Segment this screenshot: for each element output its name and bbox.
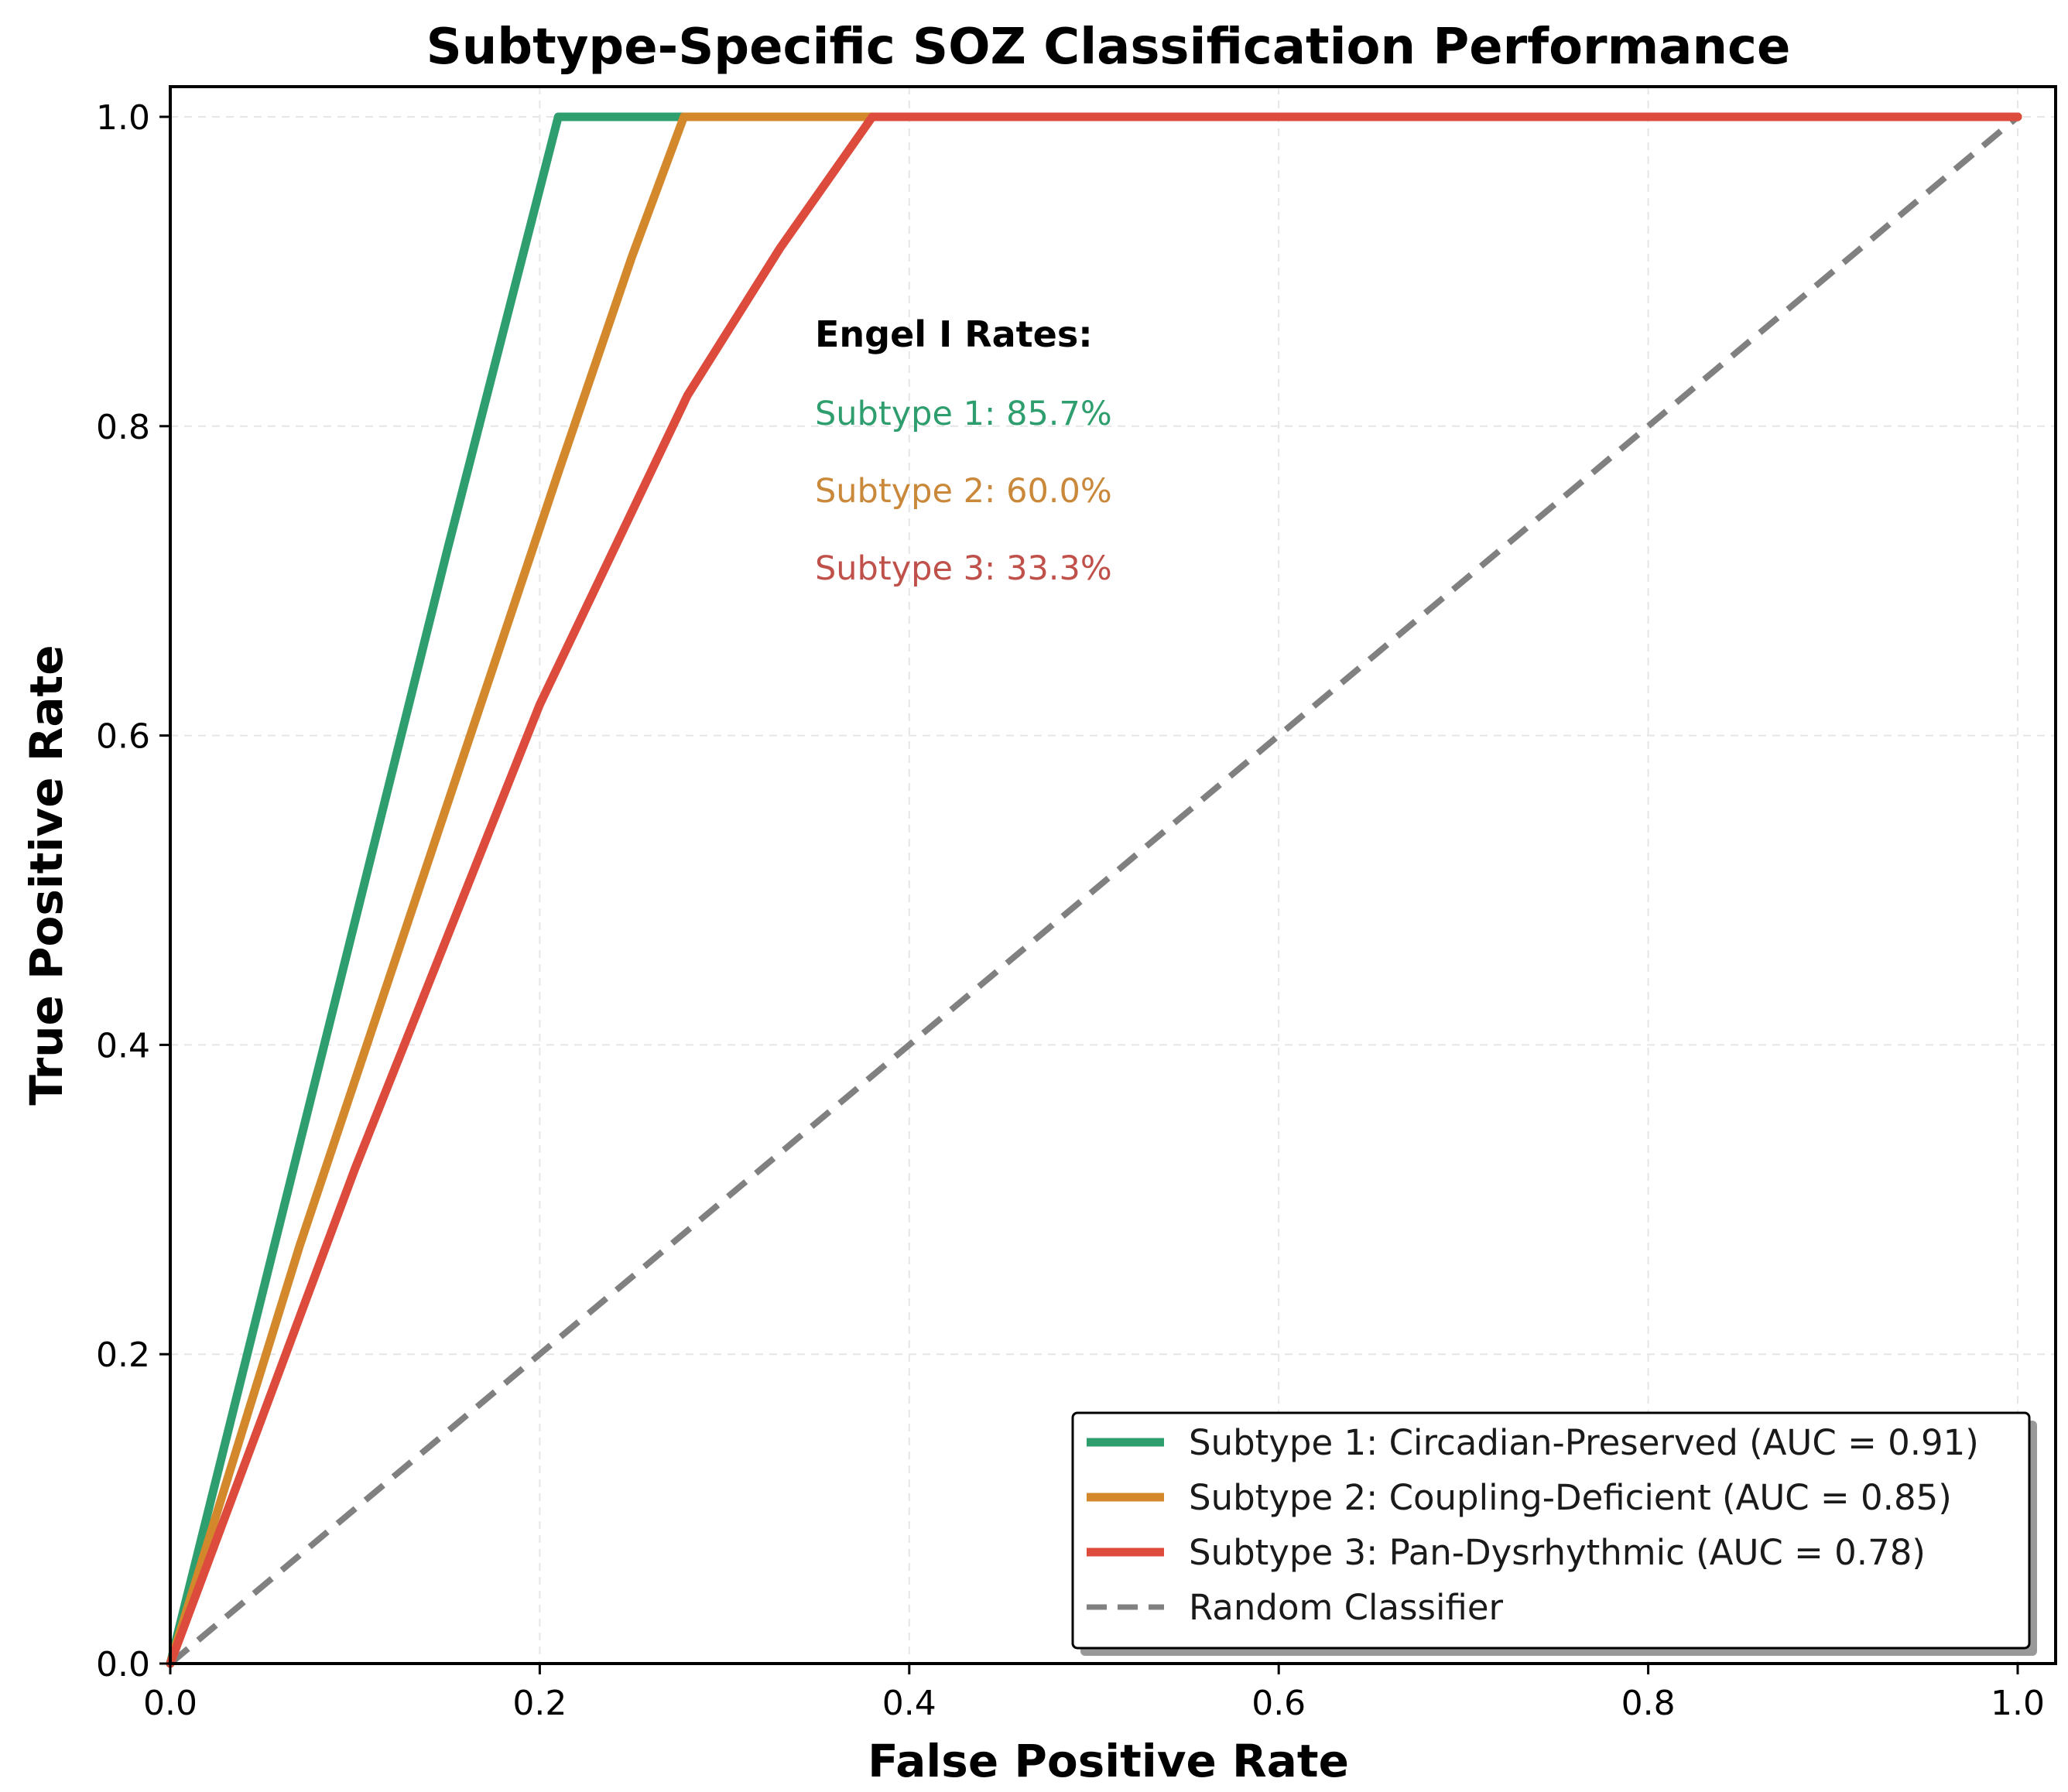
x-tick-label-3: 0.6 [1251, 1684, 1306, 1723]
y-tick-label-3: 0.6 [96, 717, 150, 757]
y-axis-label: True Positive Rate [20, 645, 73, 1105]
annotation-heading: Engel I Rates: [815, 313, 1093, 355]
y-tick-label-0: 0.0 [96, 1645, 150, 1684]
series-line-2 [166, 112, 2022, 1668]
x-tick-label-4: 0.8 [1621, 1684, 1676, 1723]
legend-label-4: Random Classifier [1189, 1587, 1504, 1628]
legend-box [1071, 1411, 2031, 1650]
x-tick-label-2: 0.4 [882, 1684, 936, 1723]
y-tick-label-4: 0.8 [96, 408, 150, 447]
legend-label-3: Subtype 3: Pan-Dysrhythmic (AUC = 0.78) [1189, 1532, 1926, 1573]
axis-ticks: 0.0 0.2 0.4 0.6 0.8 1.0 0.0 0.2 0.4 0.6 0.8 1.0 [96, 98, 2045, 1723]
x-axis-label: False Positive Rate [868, 1735, 1349, 1787]
series-line-3 [166, 112, 2022, 1668]
annotation-line-2: Subtype 2: 60.0% [815, 472, 1112, 511]
annotation-line-1: Subtype 1: 85.7% [815, 395, 1112, 433]
y-tick-label-2: 0.4 [96, 1026, 150, 1065]
legend-label-2: Subtype 2: Coupling-Deficient (AUC = 0.8… [1189, 1477, 1952, 1518]
plot-frame [169, 85, 2057, 1665]
x-tick-label-5: 1.0 [1991, 1684, 2045, 1723]
x-tick-label-1: 0.2 [512, 1684, 567, 1723]
engel-annotation: Engel I Rates: Subtype 1: 85.7% Subtype … [815, 313, 1112, 588]
plot-series [166, 112, 2022, 1668]
legend: Subtype 1: Circadian-Preserved (AUC = 0.… [1071, 1411, 2037, 1656]
legend-label-1: Subtype 1: Circadian-Preserved (AUC = 0.… [1189, 1422, 1979, 1463]
x-tick-label-0: 0.0 [143, 1684, 197, 1723]
annotation-line-3: Subtype 3: 33.3% [815, 549, 1112, 588]
y-tick-label-5: 1.0 [96, 98, 150, 138]
y-tick-label-1: 0.2 [96, 1335, 150, 1375]
series-line-4 [168, 114, 2020, 1667]
chart-title: Subtype-Specific SOZ Classification Perf… [426, 19, 1791, 76]
